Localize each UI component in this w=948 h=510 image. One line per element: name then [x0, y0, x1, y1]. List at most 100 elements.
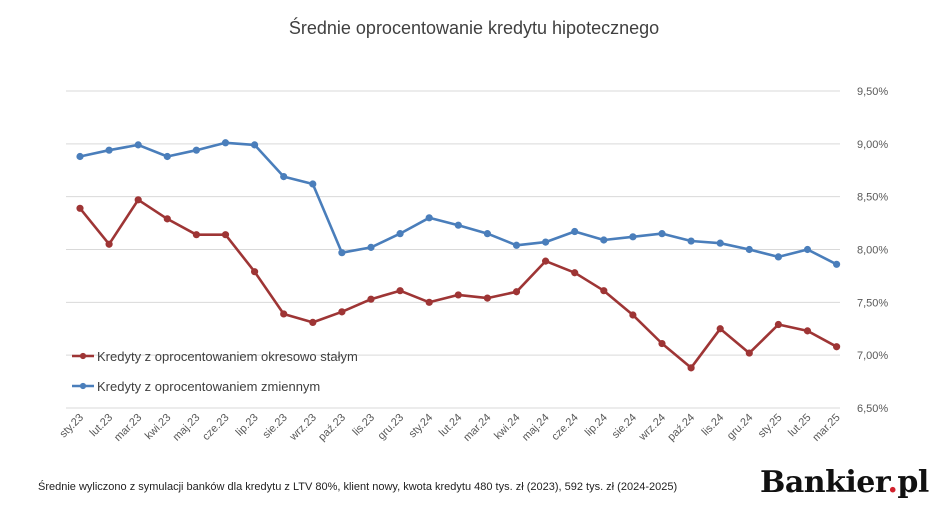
y-tick-label: 7,50%	[857, 297, 888, 309]
data-point	[571, 269, 579, 277]
data-point	[833, 260, 841, 268]
legend-marker	[79, 382, 87, 390]
data-point	[687, 364, 695, 372]
data-point	[367, 243, 375, 251]
x-tick-label: gru.23	[376, 412, 407, 443]
data-point	[192, 146, 200, 154]
x-tick-label: mar.24	[461, 412, 493, 444]
x-tick-label: lis.24	[700, 412, 727, 439]
x-tick-label: sty.24	[407, 412, 436, 441]
data-point	[716, 239, 724, 247]
data-point	[221, 231, 230, 239]
data-point	[134, 196, 142, 204]
data-point	[425, 298, 433, 306]
data-point	[163, 215, 171, 223]
data-point	[367, 295, 375, 303]
series-lines	[76, 139, 841, 372]
data-point	[542, 257, 550, 265]
data-point	[396, 230, 404, 238]
footnote: Średnie wyliczono z symulacji banków dla…	[38, 481, 678, 493]
data-point	[483, 294, 491, 302]
x-tick-label: lis.23	[350, 412, 377, 439]
y-axis-ticks: 9,50% 9,00% 8,50% 8,00% 7,50% 7,00% 6,50%	[857, 86, 888, 415]
data-point	[192, 231, 200, 239]
y-tick-label: 8,50%	[857, 192, 888, 204]
x-tick-label: paź.23	[316, 412, 348, 444]
x-tick-label: mar.23	[112, 412, 144, 444]
data-point	[571, 227, 579, 236]
brand-dot: .	[887, 465, 898, 500]
gridlines	[66, 90, 840, 409]
data-point	[454, 291, 462, 299]
y-tick-label: 6,50%	[857, 403, 888, 415]
data-point	[76, 152, 84, 161]
x-tick-label: sie.24	[610, 412, 639, 441]
data-point	[658, 230, 666, 238]
data-point	[396, 287, 404, 295]
data-point	[483, 230, 491, 238]
data-point	[803, 327, 812, 335]
data-point	[600, 287, 608, 295]
x-tick-label: kwi.23	[143, 412, 174, 443]
y-tick-label: 9,00%	[857, 139, 888, 151]
data-point	[338, 249, 346, 257]
x-tick-label: paź.24	[665, 412, 697, 444]
x-tick-label: sty.23	[57, 412, 86, 441]
legend-marker	[79, 352, 87, 360]
legend-label: Kredyty z oprocentowaniem okresowo stały…	[97, 349, 358, 364]
data-point	[803, 245, 812, 254]
chart-title: Średnie oprocentowanie kredytu hipoteczn…	[288, 18, 660, 38]
x-tick-label: cze.23	[200, 412, 231, 443]
x-tick-label: kwi.24	[492, 412, 523, 443]
data-point	[76, 204, 84, 212]
legend: Kredyty z oprocentowaniem okresowo stały…	[72, 349, 358, 394]
data-point	[251, 141, 259, 149]
data-point	[134, 141, 142, 149]
x-tick-label: maj.23	[171, 412, 203, 444]
x-tick-label: wrz.23	[287, 412, 319, 444]
data-point	[163, 152, 171, 161]
data-point	[600, 236, 608, 244]
data-point	[716, 325, 724, 333]
x-tick-label: lip.23	[234, 412, 261, 439]
data-point	[309, 318, 317, 327]
x-tick-label: wrz.24	[636, 412, 668, 444]
data-point	[338, 308, 346, 316]
data-point	[425, 214, 433, 222]
brand-suffix: pl	[897, 465, 929, 500]
y-tick-label: 8,00%	[857, 245, 888, 257]
data-point	[833, 343, 841, 351]
data-point	[512, 241, 521, 249]
data-point	[221, 139, 230, 147]
x-tick-label: lip.24	[583, 412, 610, 439]
data-point	[687, 237, 695, 245]
x-tick-label: cze.24	[549, 412, 580, 443]
data-point	[280, 310, 288, 318]
data-point	[629, 311, 637, 319]
data-point	[745, 245, 753, 254]
data-point	[280, 172, 288, 181]
data-point	[512, 288, 521, 296]
x-tick-label: sie.23	[261, 412, 290, 441]
x-tick-label: sty.25	[756, 412, 785, 441]
x-tick-label: mar.25	[810, 412, 842, 444]
data-point	[105, 146, 113, 154]
y-tick-label: 9,50%	[857, 86, 888, 98]
data-point	[309, 180, 317, 188]
bankier-logo: Bankier.pl	[760, 465, 929, 500]
data-point	[774, 320, 783, 329]
data-point	[454, 221, 462, 229]
data-point	[542, 238, 550, 246]
data-point	[251, 268, 259, 276]
legend-label: Kredyty z oprocentowaniem zmiennym	[97, 379, 320, 394]
series-line-2	[79, 141, 838, 266]
data-point	[105, 240, 113, 248]
x-tick-label: gru.24	[725, 412, 756, 443]
data-point	[629, 233, 637, 241]
data-point	[658, 339, 666, 348]
data-point	[774, 253, 783, 261]
y-tick-label: 7,00%	[857, 350, 888, 362]
brand-name: Bankier	[760, 465, 888, 500]
